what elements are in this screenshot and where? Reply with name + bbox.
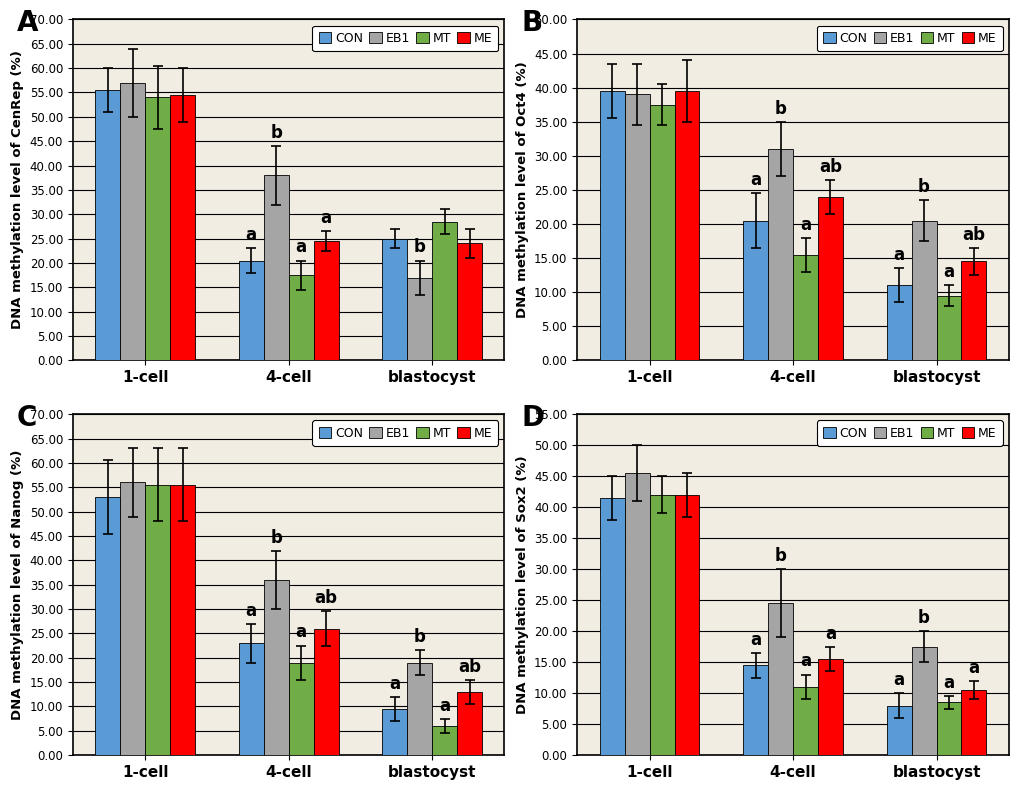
Bar (263, 176, 288, 361)
Text: ab: ab (314, 589, 337, 607)
Bar (935, 296, 961, 361)
Bar (961, 690, 985, 755)
Text: a: a (893, 671, 904, 689)
Bar (767, 604, 792, 755)
Bar (382, 709, 407, 755)
Bar (886, 286, 911, 361)
Text: b: b (917, 178, 929, 196)
Bar (238, 260, 263, 361)
Text: b: b (773, 100, 786, 118)
Bar (911, 647, 935, 755)
Bar (95, 497, 120, 755)
Text: b: b (414, 628, 425, 646)
Bar (288, 663, 313, 755)
Text: a: a (943, 674, 954, 692)
Legend: CON, EB1, MT, ME: CON, EB1, MT, ME (312, 25, 497, 51)
Text: a: a (388, 675, 399, 693)
Text: a: a (799, 215, 810, 233)
Legend: CON, EB1, MT, ME: CON, EB1, MT, ME (312, 421, 497, 446)
Bar (743, 221, 767, 361)
Bar (767, 149, 792, 361)
Text: a: a (749, 630, 760, 649)
Bar (288, 275, 313, 361)
Bar (624, 94, 649, 361)
Bar (649, 104, 674, 361)
Bar (743, 665, 767, 755)
Text: a: a (943, 263, 954, 282)
Text: a: a (246, 602, 257, 619)
Bar (432, 221, 457, 361)
Bar (407, 278, 432, 361)
Bar (792, 255, 817, 361)
Bar (599, 91, 624, 361)
Bar (599, 498, 624, 755)
Bar (457, 692, 482, 755)
Y-axis label: DNA methylation level of CenRep (%): DNA methylation level of CenRep (%) (11, 51, 24, 329)
Bar (961, 262, 985, 361)
Bar (649, 495, 674, 755)
Bar (120, 83, 145, 361)
Text: a: a (296, 238, 307, 256)
Bar (674, 495, 699, 755)
Bar (238, 643, 263, 755)
Text: a: a (296, 623, 307, 642)
Text: b: b (414, 238, 425, 256)
Text: a: a (246, 226, 257, 244)
Text: b: b (917, 609, 929, 627)
Text: a: a (824, 625, 836, 642)
Text: A: A (16, 9, 38, 37)
Text: C: C (16, 404, 37, 432)
Y-axis label: DNA methylation level of Nanog (%): DNA methylation level of Nanog (%) (11, 449, 24, 720)
Bar (263, 580, 288, 755)
Bar (886, 706, 911, 755)
Text: a: a (320, 209, 331, 227)
Bar (95, 90, 120, 361)
Text: a: a (749, 171, 760, 189)
Text: a: a (799, 653, 810, 671)
Bar (120, 483, 145, 755)
Bar (935, 702, 961, 755)
Bar (817, 659, 842, 755)
Bar (145, 97, 170, 361)
Bar (382, 239, 407, 361)
Text: ab: ab (962, 225, 984, 244)
Bar (792, 687, 817, 755)
Bar (624, 473, 649, 755)
Text: B: B (521, 9, 542, 37)
Bar (145, 485, 170, 755)
Text: D: D (521, 404, 543, 432)
Text: ab: ab (818, 157, 841, 176)
Text: ab: ab (458, 657, 481, 676)
Bar (407, 663, 432, 755)
Bar (313, 241, 338, 361)
Bar (432, 726, 457, 755)
Text: a: a (893, 246, 904, 264)
Text: a: a (967, 659, 978, 676)
Text: b: b (773, 547, 786, 565)
Legend: CON, EB1, MT, ME: CON, EB1, MT, ME (816, 421, 1002, 446)
Bar (457, 244, 482, 361)
Bar (170, 95, 195, 361)
Legend: CON, EB1, MT, ME: CON, EB1, MT, ME (816, 25, 1002, 51)
Y-axis label: DNA methylation level of Sox2 (%): DNA methylation level of Sox2 (%) (515, 456, 528, 714)
Bar (911, 221, 935, 361)
Bar (313, 629, 338, 755)
Bar (674, 91, 699, 361)
Bar (170, 485, 195, 755)
Text: b: b (270, 124, 282, 142)
Y-axis label: DNA methylation level of Oct4 (%): DNA methylation level of Oct4 (%) (515, 62, 528, 318)
Bar (817, 197, 842, 361)
Text: b: b (270, 528, 282, 547)
Text: a: a (438, 697, 449, 714)
